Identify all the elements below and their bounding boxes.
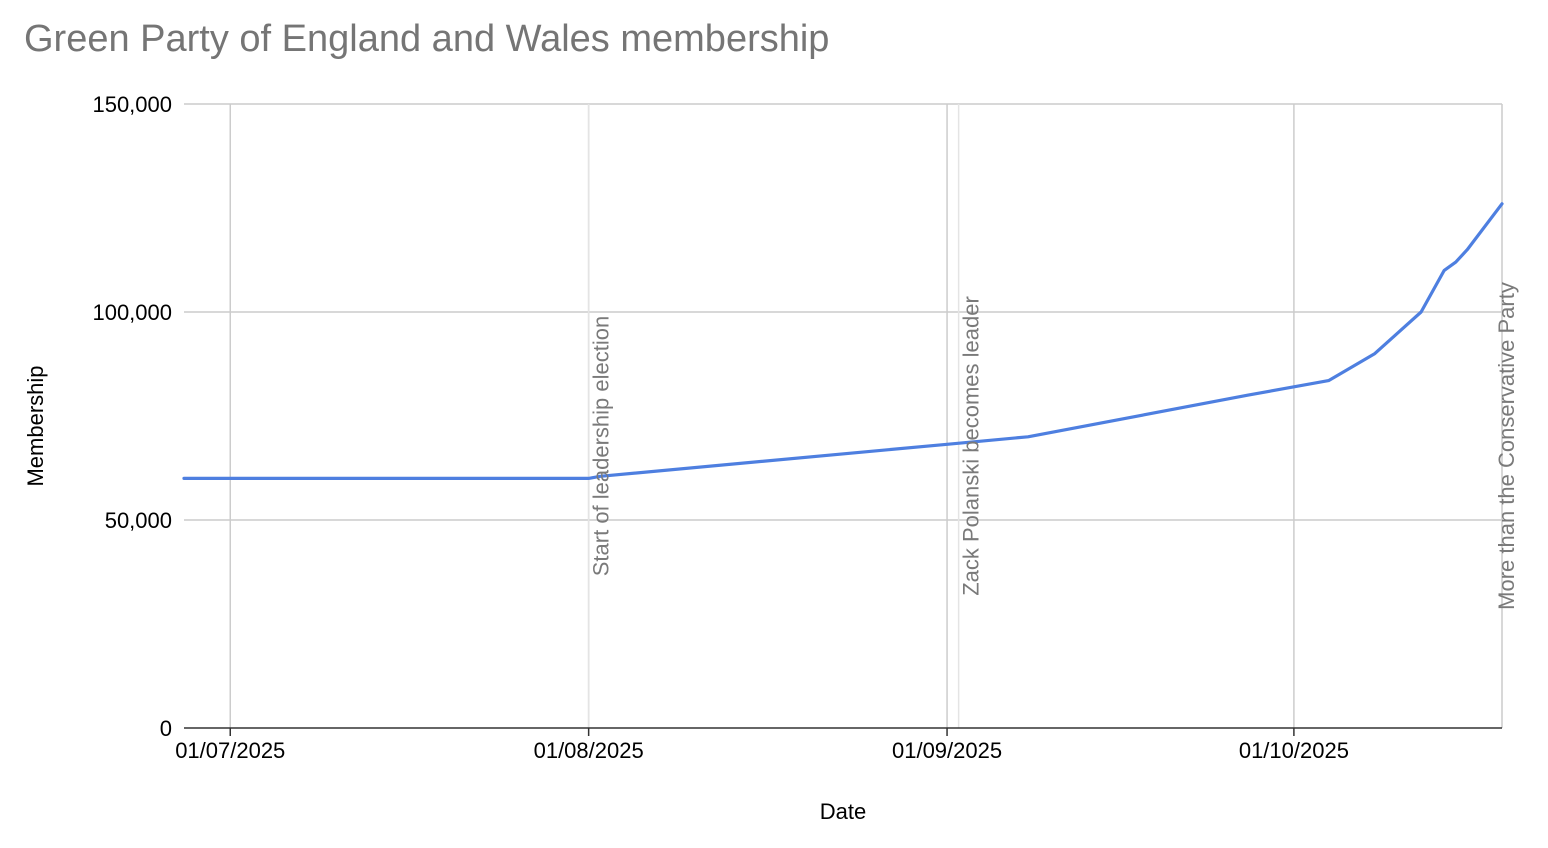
x-tick-label: 01/09/2025 [892,738,1002,763]
chart-title: Green Party of England and Wales members… [24,18,830,60]
annotation-label: Zack Polanski becomes leader [959,296,984,596]
annotation-label: Start of leadership election [589,316,614,577]
y-tick-label: 50,000 [105,508,172,533]
x-tick-label: 01/08/2025 [534,738,644,763]
y-tick-label: 0 [160,716,172,741]
annotation-lines [587,104,960,728]
x-axis-title: Date [820,799,866,824]
annotation-label: More than the Conservative Party [1494,282,1519,610]
x-tick-label: 01/07/2025 [175,738,285,763]
x-tick-label: 01/10/2025 [1239,738,1349,763]
membership-series-line [182,202,1504,480]
x-tick-labels: 01/07/2025 01/08/2025 01/09/2025 01/10/2025 [175,738,1349,763]
y-tick-label: 150,000 [92,92,172,117]
y-axis-title: Membership [23,365,48,486]
gridlines [184,103,1503,736]
y-tick-label: 100,000 [92,300,172,325]
annotation-labels: Start of leadership election Zack Polansk… [589,282,1519,610]
y-tick-labels: 0 50,000 100,000 150,000 [92,92,172,741]
series-lines [182,202,1504,480]
